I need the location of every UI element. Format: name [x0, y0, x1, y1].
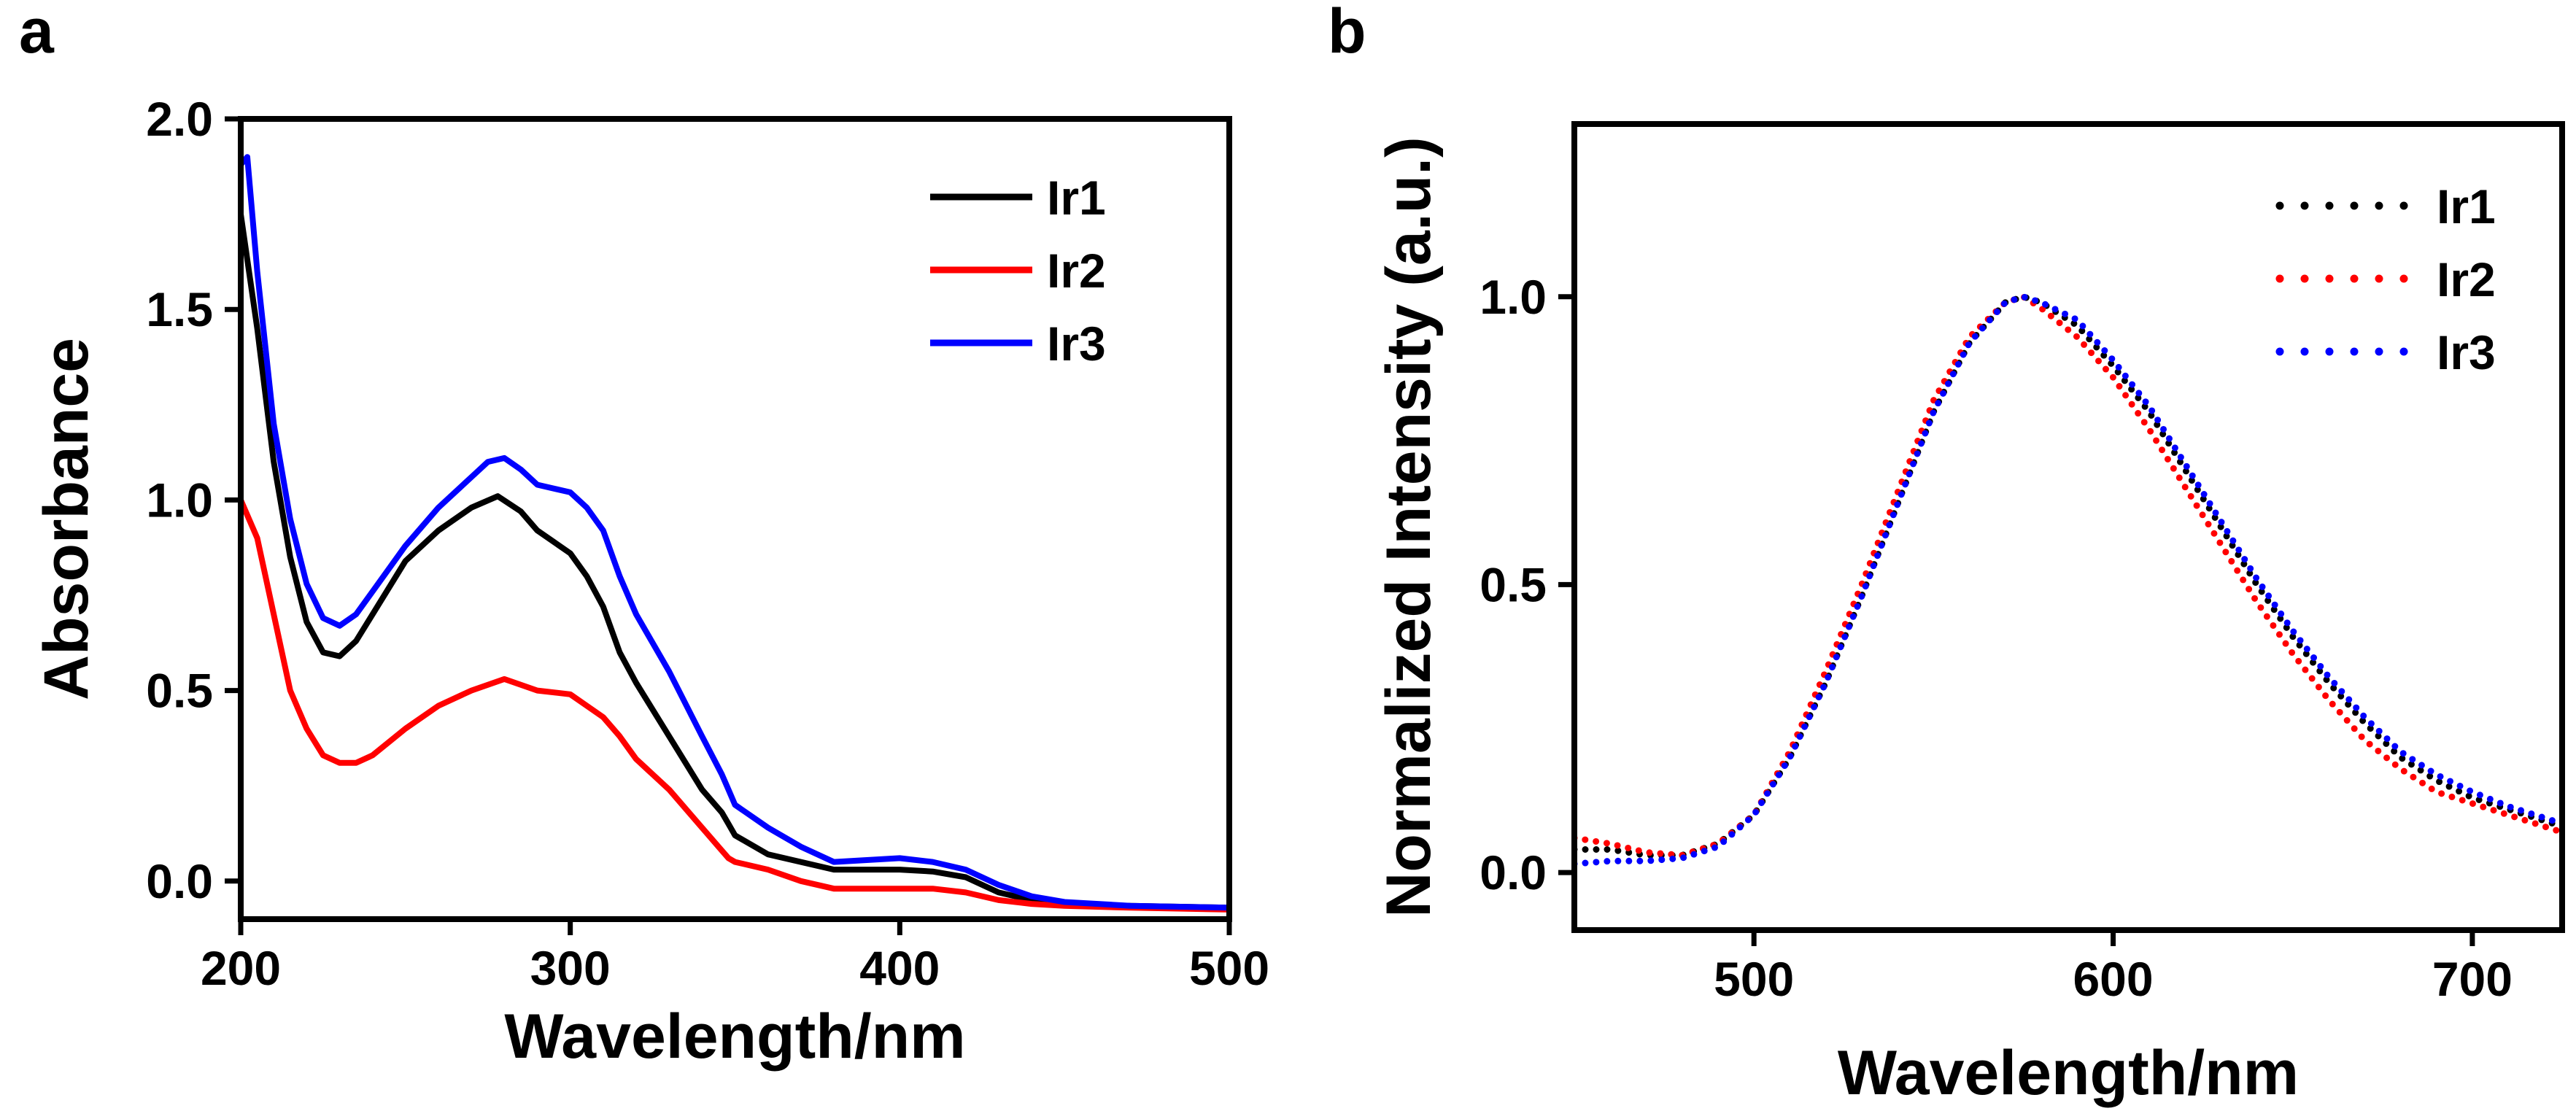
y-tick-label: 1.5 — [146, 282, 213, 336]
y-axis-label: Absorbance — [31, 338, 101, 700]
x-tick-label: 700 — [2432, 952, 2513, 1006]
x-tick-label: 500 — [1189, 941, 1269, 995]
y-tick-label: 0.0 — [146, 854, 213, 908]
panel-label-b: b — [1328, 0, 1366, 66]
chart-b: 500 600 700 0.0 0.5 1.0 Wavelength/nm Normalize… — [1374, 121, 2565, 1108]
x-tick-label: 400 — [859, 941, 940, 995]
x-tick-label: 300 — [530, 941, 611, 995]
y-tick-label: 1.0 — [1480, 270, 1547, 324]
x-tick-label: 600 — [2073, 952, 2153, 1006]
plot-frame — [238, 116, 1232, 922]
x-axis-label: Wavelength/nm — [504, 1002, 965, 1072]
legend-label-ir3: Ir3 — [2437, 325, 2496, 379]
legend-label-ir1: Ir1 — [1047, 171, 1106, 225]
series-line-ir3 — [241, 154, 1229, 911]
legend-label-ir2: Ir2 — [2437, 252, 2496, 306]
chart-a: 200 300 400 500 0.0 0.5 1.0 1.5 2.0 Wavelength/nm… — [31, 92, 1269, 1072]
y-axis-label: Normalized Intensity (a.u.) — [1374, 136, 1444, 917]
x-tick-label: 200 — [201, 941, 281, 995]
y-tick-label: 0.5 — [1480, 557, 1547, 611]
series-line-ir1 — [241, 211, 1229, 911]
legend-label-ir3: Ir3 — [1047, 317, 1106, 371]
y-tick-label: 0.0 — [1480, 845, 1547, 899]
legend-label-ir2: Ir2 — [1047, 244, 1106, 298]
x-axis-label: Wavelength/nm — [1838, 1038, 2299, 1108]
series-line-ir3 — [1574, 293, 2562, 867]
y-tick-label: 1.0 — [146, 473, 213, 527]
legend-label-ir1: Ir1 — [2437, 179, 2496, 233]
y-tick-label: 0.5 — [146, 664, 213, 718]
series-line-ir2 — [241, 497, 1229, 913]
y-tick-label: 2.0 — [146, 92, 213, 146]
legend: Ir1 Ir2 Ir3 — [930, 171, 1106, 371]
series-line-ir1 — [1574, 293, 2562, 859]
series-line-ir2 — [1574, 293, 2562, 859]
plot-frame — [1571, 121, 2565, 933]
panel-label-a: a — [19, 0, 54, 66]
legend: Ir1 Ir2 Ir3 — [2275, 179, 2496, 379]
x-tick-label: 500 — [1714, 952, 1794, 1006]
